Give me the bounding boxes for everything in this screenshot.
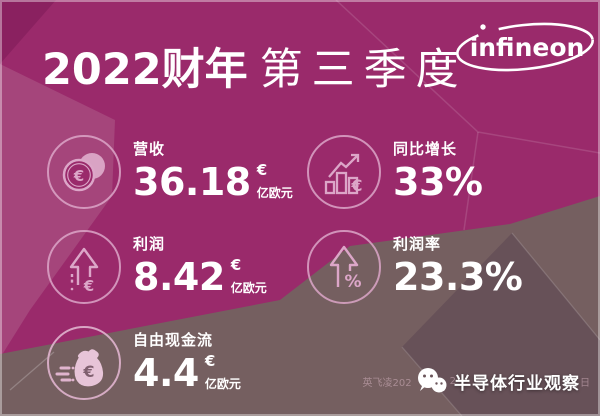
footer-caption-suffix: 日: [580, 377, 590, 389]
stat-label: 自由现金流: [133, 331, 214, 349]
logo-wordmark: infineon: [470, 33, 585, 62]
facet-line-upper-right: [335, 0, 600, 154]
footer-caption-prefix: 英飞凌202: [362, 377, 412, 389]
unit-label: 亿欧元: [256, 186, 293, 200]
stat-yoy-growth: € 同比增长 33%: [306, 134, 483, 210]
logo-dot: [480, 24, 486, 30]
stat-value: 33%: [393, 160, 483, 204]
watermark-label: 半导体行业观察: [454, 373, 580, 394]
growth-chart-icon: €: [307, 135, 381, 209]
facet-dark-taupe: [402, 233, 600, 416]
stat-unit-group: € 亿欧元: [257, 162, 293, 200]
money-bag-shape: [74, 349, 104, 387]
facet-dark-corner: [0, 0, 56, 64]
taupe-facet-line-1: [511, 232, 600, 341]
svg-text:€: €: [83, 277, 94, 295]
svg-text:€: €: [350, 176, 362, 195]
stat-texts: 同比增长 33%: [393, 138, 483, 204]
stat-label: 营收: [133, 140, 166, 158]
stat-label: 利润: [133, 235, 166, 253]
unit-label: 亿欧元: [230, 281, 267, 295]
footer-watermark-bar: 英飞凌202 2 半导体行业观察 日: [363, 366, 590, 396]
logo-swoosh: [456, 22, 594, 72]
facet-light-left: [0, 64, 115, 358]
title-bold: 2022财年: [42, 45, 248, 95]
stat-texts: 营收 36.18 € 亿欧元: [133, 138, 293, 202]
margin-arrow-icon: %: [307, 230, 381, 304]
currency-symbol: €: [256, 161, 268, 179]
stat-texts: 利润率 23.3%: [393, 233, 523, 299]
stat-free-cash-flow: € 自由现金流 4.4 € 亿欧元: [46, 325, 241, 401]
coins-icon: €: [47, 135, 121, 209]
page-title: 2022财年 第三季度: [42, 45, 468, 95]
svg-text:%: %: [344, 272, 361, 292]
currency-symbol: €: [204, 352, 216, 370]
unit-label: 亿欧元: [204, 377, 241, 391]
stat-label: 同比增长: [393, 140, 458, 158]
stat-unit-group: € 亿欧元: [231, 257, 267, 295]
stat-label: 利润率: [393, 235, 442, 253]
facet-line-right: [463, 131, 479, 231]
taupe-facet-line-3: [9, 351, 55, 391]
stat-texts: 自由现金流 4.4 € 亿欧元: [133, 329, 241, 393]
svg-text:€: €: [82, 362, 94, 381]
currency-symbol: €: [230, 256, 242, 274]
stat-value: 23.3%: [393, 255, 523, 299]
stat-value: 36.18: [133, 160, 251, 204]
profit-arrow-icon: €: [47, 230, 121, 304]
stat-value: 4.4: [133, 351, 199, 395]
cash-bag-icon: €: [47, 326, 121, 400]
stat-revenue: € 营收 36.18 € 亿欧元: [46, 134, 293, 210]
footer-caption-mid: 2: [449, 375, 456, 387]
wechat-icon: [417, 368, 447, 393]
infineon-logo: infineon: [456, 22, 594, 72]
title-light: 第三季度: [259, 45, 468, 95]
stat-texts: 利润 8.42 € 亿欧元: [133, 233, 267, 297]
stat-unit-group: € 亿欧元: [205, 353, 241, 391]
stat-profit-margin: % 利润率 23.3%: [306, 229, 523, 305]
stat-value: 8.42: [133, 255, 225, 299]
svg-text:€: €: [73, 167, 84, 185]
stat-profit: € 利润 8.42 € 亿欧元: [46, 229, 267, 305]
